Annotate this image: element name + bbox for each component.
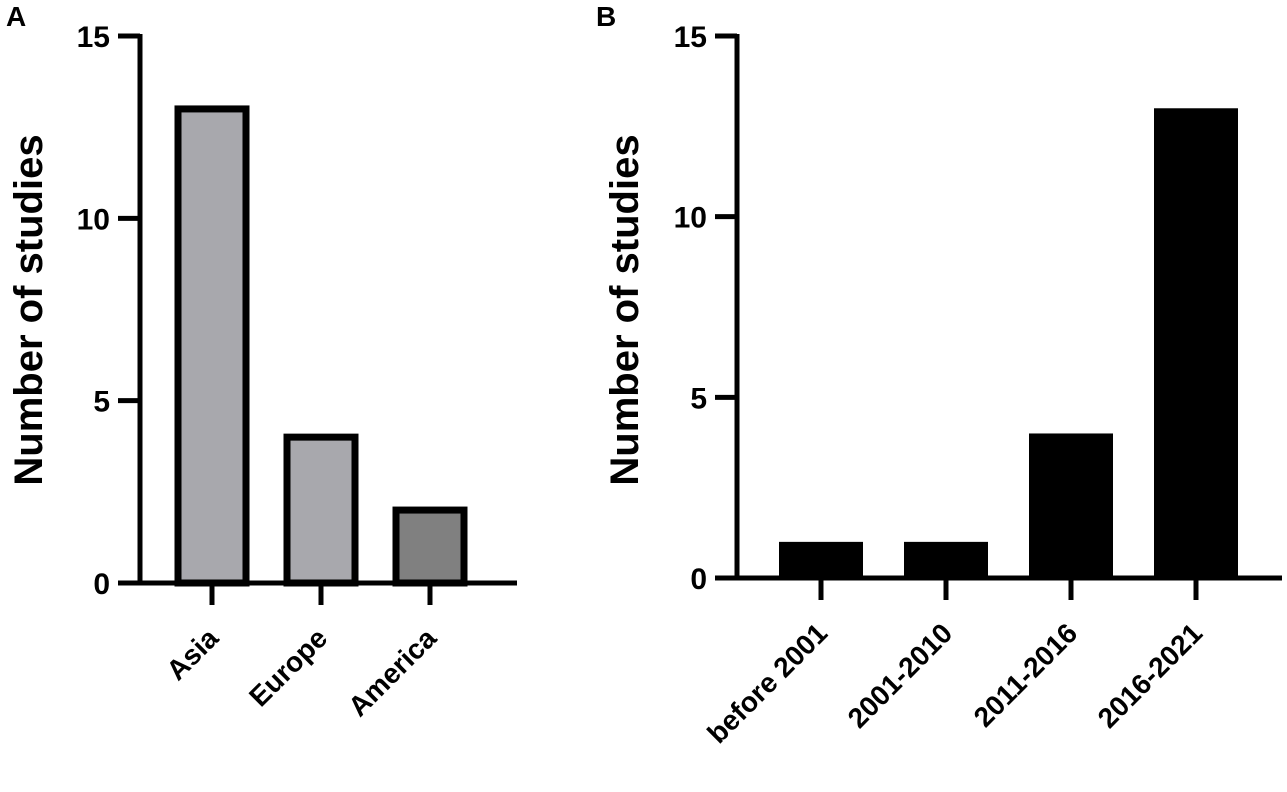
y-tick-label: 0 [690,563,707,596]
panel-b-letter: B [596,1,616,32]
bar-america [392,506,468,587]
y-tick-label: 15 [77,21,110,54]
panel-a-bars [174,105,468,587]
panel-a: A Number of studies 0 5 10 15 Asia Europe Ame… [6,1,517,722]
x-category-label: before 2001 [701,617,833,749]
panel-a-y-axis-title: Number of studies [7,134,51,485]
panel-b-category-labels: before 2001 2001-2010 2011-2016 2016-2021 [701,617,1208,749]
bar-before-2001 [779,541,863,578]
y-tick-label: 15 [674,21,707,54]
panel-a-letter: A [6,1,26,32]
y-tick-label: 5 [690,382,707,415]
panel-a-y-ticks: 0 5 10 15 [77,21,140,601]
x-category-label: 2001-2010 [842,617,959,734]
x-category-label: Europe [243,622,333,712]
panel-b-y-ticks: 0 5 10 15 [674,21,737,596]
panel-b-bars [779,108,1238,579]
panel-b-axes [734,34,1282,600]
panel-a-axes [137,34,517,605]
y-tick-label: 0 [93,568,110,601]
panel-b-y-axis-title: Number of studies [603,134,647,485]
x-category-label: 2011-2016 [968,617,1084,733]
panel-a-category-labels: Asia Europe America [160,622,442,722]
y-tick-label: 10 [77,203,110,236]
x-category-label: Asia [160,622,224,686]
x-category-label: America [342,622,442,722]
y-tick-label: 5 [93,386,110,419]
bar-europe [283,433,359,587]
bar-2011-2016 [1029,433,1113,578]
bar-2001-2010 [904,541,988,578]
x-category-label: 2016-2021 [1092,617,1209,734]
y-tick-label: 10 [674,202,707,235]
bar-asia [174,105,250,587]
bar-2016-2021 [1154,108,1238,579]
